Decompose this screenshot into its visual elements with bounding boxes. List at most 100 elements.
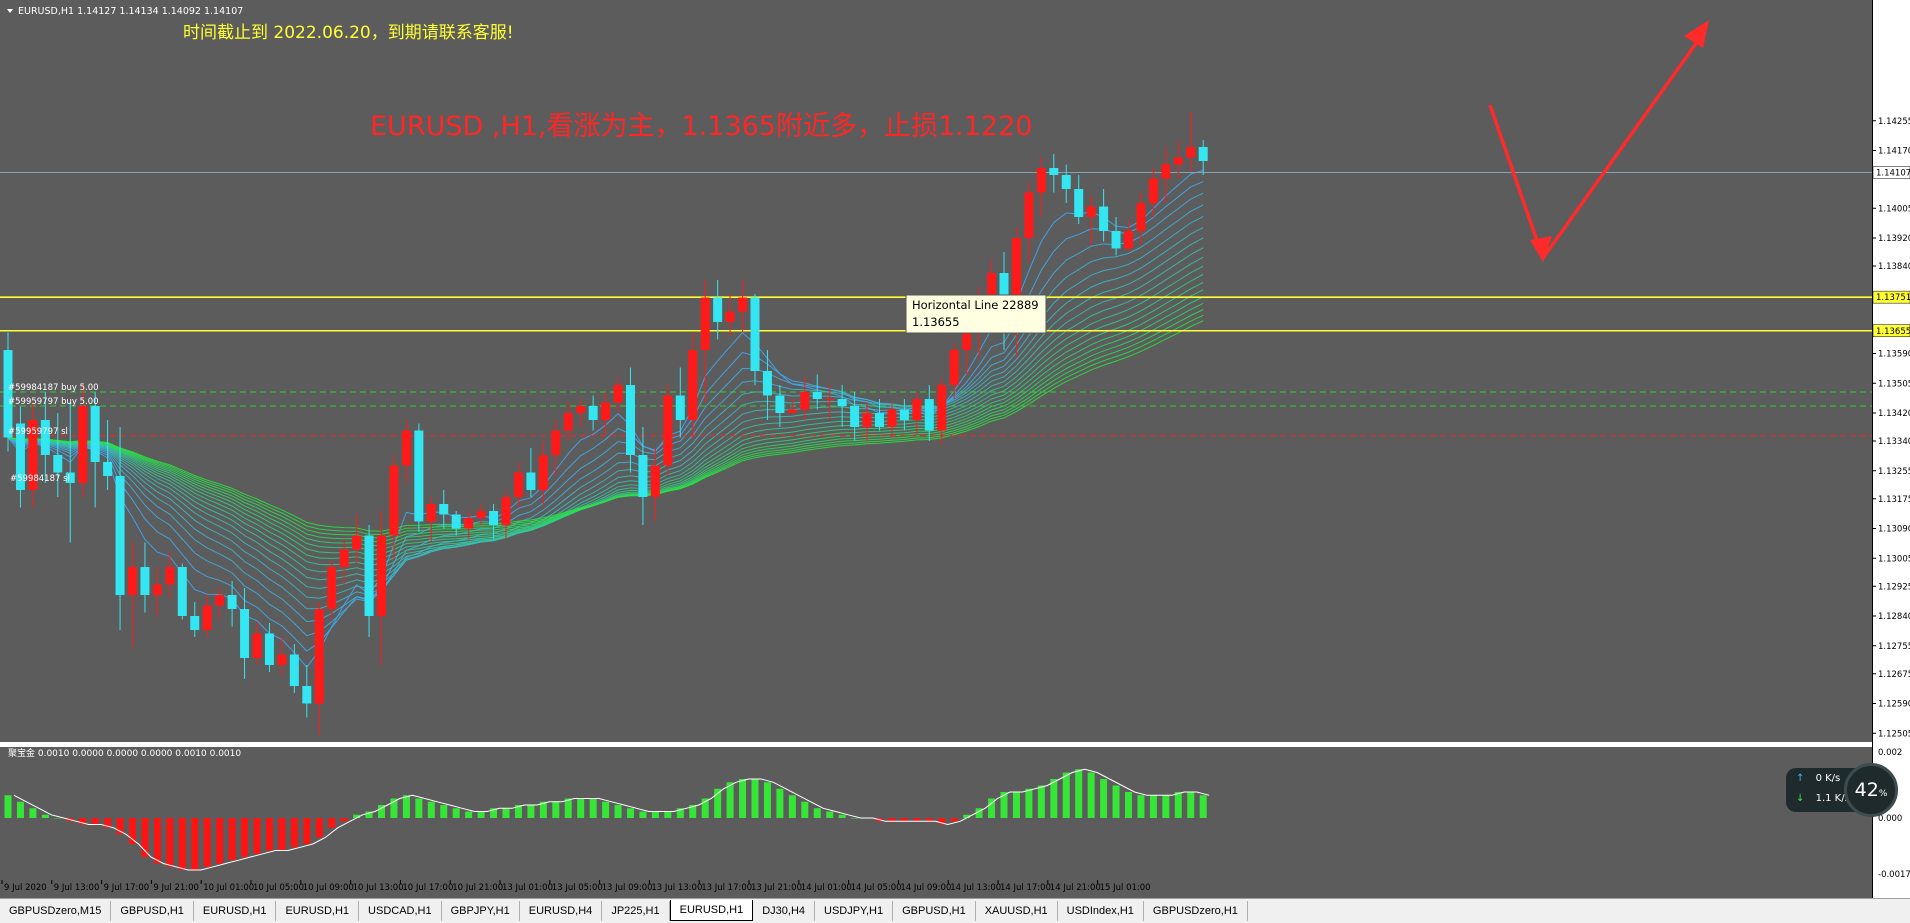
headline-annotation: EURUSD ,H1,看涨为主，1.1365附近多，止损1.1220 bbox=[370, 111, 1032, 142]
order-label: #59984187 sl bbox=[10, 474, 70, 484]
main-chart-area[interactable] bbox=[0, 0, 1872, 742]
histogram-bar bbox=[228, 818, 236, 861]
ma-line bbox=[7, 256, 1204, 573]
candle-body bbox=[787, 409, 797, 413]
candle-body bbox=[215, 595, 225, 606]
chart-tab[interactable]: GBPUSDzero,M15 bbox=[0, 901, 112, 921]
x-tick-label: 14 Jul 17:00 bbox=[1000, 883, 1051, 893]
candle-body bbox=[327, 567, 337, 609]
chart-tab[interactable]: GBPUSD,H1 bbox=[893, 901, 976, 921]
histogram-bar bbox=[79, 818, 87, 825]
price-chart[interactable]: 1.14255 1.14170 1.14005 1.13920 1.13840 1.135… bbox=[0, 0, 1910, 898]
histogram-bar bbox=[216, 818, 224, 864]
chart-tab[interactable]: USDJPY,H1 bbox=[815, 901, 894, 921]
histogram-bar bbox=[1162, 795, 1170, 818]
histogram-y-label: -0.0017 bbox=[1878, 870, 1910, 880]
chart-tab[interactable]: EURUSD,H1 bbox=[193, 901, 277, 921]
candle-body bbox=[700, 297, 710, 350]
histogram-bar bbox=[502, 808, 510, 818]
histogram-bar bbox=[788, 795, 796, 818]
arrow-down-icon: ↓ bbox=[1796, 793, 1805, 804]
order-label: #59959797 buy 5.00 bbox=[8, 397, 99, 407]
order-label: #59959797 sl bbox=[8, 427, 68, 437]
gauge-value: 42 bbox=[1854, 779, 1879, 801]
candle-body bbox=[513, 472, 523, 497]
chart-tab[interactable]: GBPUSD,H1 bbox=[111, 901, 194, 921]
chart-tab[interactable]: EURUSD,H1 bbox=[276, 901, 360, 921]
cpu-gauge[interactable]: 42% bbox=[1844, 763, 1898, 817]
candle-body bbox=[650, 465, 660, 497]
histogram-bar bbox=[527, 805, 535, 818]
chart-tab[interactable]: USDIndex,H1 bbox=[1057, 901, 1144, 921]
candle-body bbox=[1136, 203, 1146, 231]
histogram-bar bbox=[490, 808, 498, 818]
x-tick-label: 10 Jul 05:00 bbox=[253, 883, 304, 893]
y-tick-label: 1.12840 bbox=[1878, 612, 1910, 622]
chart-tab[interactable]: GBPUSDzero,H1 bbox=[1143, 901, 1248, 921]
candle-body bbox=[289, 654, 299, 686]
x-tick-label: 13 Jul 01:00 bbox=[502, 883, 553, 893]
histogram-bar bbox=[851, 818, 859, 819]
histogram-bar bbox=[1062, 772, 1070, 818]
expiry-notice: 时间截止到 2022.06.20，到期请联系客服! bbox=[183, 23, 514, 43]
chart-tab[interactable]: EURUSD,H4 bbox=[519, 901, 603, 921]
histogram-y-label: 0.002 bbox=[1878, 748, 1902, 758]
ma-line bbox=[7, 215, 1204, 610]
chart-tab[interactable]: XAUUSD,H1 bbox=[975, 901, 1058, 921]
candle-body bbox=[850, 406, 860, 427]
candle-body bbox=[1061, 175, 1071, 189]
histogram-y-label: 0.000 bbox=[1878, 814, 1902, 824]
histogram-bar bbox=[664, 811, 672, 818]
histogram-bar bbox=[1149, 795, 1157, 818]
histogram-bar bbox=[16, 801, 24, 818]
histogram-bar bbox=[1075, 769, 1083, 818]
candle-body bbox=[1099, 206, 1109, 231]
histogram-bar bbox=[353, 814, 361, 818]
x-tick-label: 9 Jul 17:00 bbox=[104, 883, 150, 893]
histogram-bar bbox=[514, 805, 522, 818]
price-scale[interactable] bbox=[1872, 0, 1910, 898]
network-widget[interactable]: ↑ 0 K/s ↓ 1.1 K/s 42% bbox=[1786, 763, 1906, 825]
candle-body bbox=[78, 406, 88, 483]
indicator-area[interactable] bbox=[0, 746, 1872, 898]
candle-body bbox=[800, 392, 810, 410]
histogram-bar bbox=[689, 805, 697, 818]
candle-body bbox=[352, 535, 362, 550]
histogram-bar bbox=[29, 808, 37, 818]
candle-body bbox=[1011, 238, 1021, 326]
y-tick-label: 1.13255 bbox=[1878, 467, 1910, 477]
histogram-bar bbox=[1000, 792, 1008, 818]
window-menu-arrow[interactable] bbox=[7, 9, 13, 13]
histogram-bar bbox=[91, 818, 99, 825]
histogram-bar bbox=[627, 808, 634, 818]
candle-body bbox=[40, 420, 50, 455]
forecast-arrow-up bbox=[1541, 36, 1702, 260]
chart-tab[interactable]: USDCAD,H1 bbox=[359, 901, 442, 921]
x-tick-label: 13 Jul 05:00 bbox=[552, 883, 603, 893]
histogram-bar bbox=[1087, 772, 1095, 818]
candle-body bbox=[65, 472, 75, 483]
tooltip-line1: Horizontal Line 22889 bbox=[912, 298, 1039, 312]
x-tick-label: 13 Jul 21:00 bbox=[751, 883, 802, 893]
chart-tab[interactable]: DJ30,H4 bbox=[753, 901, 815, 921]
candle-body bbox=[987, 273, 997, 298]
candle-body bbox=[1074, 189, 1084, 217]
histogram-bar bbox=[888, 818, 896, 822]
chart-tab[interactable]: EURUSD,H1 bbox=[669, 900, 754, 921]
candle-body bbox=[501, 497, 511, 525]
candle-body bbox=[1198, 147, 1208, 161]
chart-tab[interactable]: GBPJPY,H1 bbox=[441, 901, 520, 921]
candle-body bbox=[1111, 231, 1121, 249]
histogram-bar bbox=[129, 818, 136, 844]
candle-body bbox=[762, 371, 772, 396]
candle-body bbox=[1024, 192, 1034, 238]
histogram-bar bbox=[1125, 792, 1132, 818]
histogram-bar bbox=[427, 801, 435, 818]
x-tick-label: 10 Jul 13:00 bbox=[353, 883, 404, 893]
chart-tab[interactable]: JP225,H1 bbox=[602, 901, 670, 921]
x-tick-label: 10 Jul 17:00 bbox=[402, 883, 453, 893]
order-labels: #59984187 buy 5.00 #59959797 buy 5.00 #599… bbox=[8, 383, 99, 484]
candle-body bbox=[1186, 147, 1196, 158]
x-tick-label: 9 Jul 21:00 bbox=[153, 883, 199, 893]
candle-body bbox=[90, 406, 100, 462]
